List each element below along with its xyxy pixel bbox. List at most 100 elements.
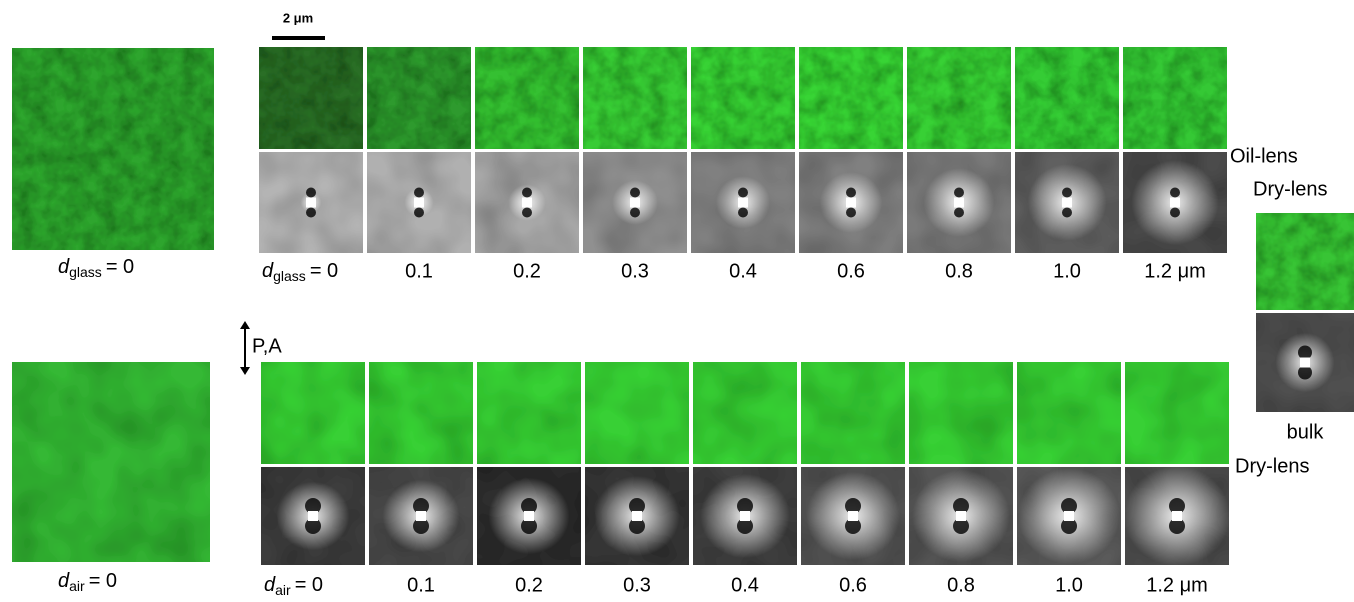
thickness-label: 0.8: [945, 260, 973, 282]
dark-spot: [1062, 188, 1072, 198]
suffix: = 0: [310, 260, 338, 282]
gray-image: [583, 152, 687, 253]
thickness-label: 0.3: [623, 574, 651, 596]
core: [1064, 511, 1074, 521]
dark-spot: [522, 188, 532, 198]
gray-image: [477, 467, 581, 565]
green-image: [477, 362, 581, 464]
scale-bar-label: 2 μm: [283, 10, 313, 25]
green-image: [907, 47, 1011, 149]
dark-spot: [846, 188, 856, 198]
thickness-label: dair= 0: [58, 570, 117, 593]
dark-spot: [954, 188, 964, 198]
dark-spot: [738, 188, 748, 198]
dark-spot: [306, 188, 316, 198]
core: [738, 198, 748, 208]
gray-image: [693, 467, 797, 565]
green-image: [1015, 47, 1119, 149]
suffix: = 0: [89, 570, 117, 592]
green-image: [259, 47, 363, 149]
dark-spot: [1062, 208, 1072, 218]
core: [632, 511, 642, 521]
core: [524, 511, 534, 521]
dark-spot: [1298, 346, 1312, 360]
green-image: [691, 47, 795, 149]
gray-image: [909, 467, 1013, 565]
thickness-label: 0.8: [947, 574, 975, 596]
thickness-label: 1.0: [1053, 260, 1081, 282]
subscript: air: [275, 582, 291, 598]
dark-spot: [630, 208, 640, 218]
thickness-label: 1.0: [1055, 574, 1083, 596]
dark-spot: [1170, 188, 1180, 198]
core: [308, 511, 318, 521]
green-image: [1017, 362, 1121, 464]
gray-image: [585, 467, 689, 565]
green-image: [1125, 362, 1229, 464]
green-image: [369, 362, 473, 464]
dark-spot: [1170, 208, 1180, 218]
gray-image: [1015, 152, 1119, 253]
core: [954, 198, 964, 208]
thickness-label: dglass= 0: [58, 256, 134, 279]
green-image: [583, 47, 687, 149]
dark-spot: [306, 208, 316, 218]
subscript: glass: [69, 264, 102, 280]
dark-spot: [1298, 366, 1312, 380]
dark-spot: [522, 208, 532, 218]
green-image: [12, 48, 214, 250]
gray-image: [369, 467, 473, 565]
gray-image: [907, 152, 1011, 253]
gray-image: [799, 152, 903, 253]
gray-image: [1017, 467, 1121, 565]
core: [630, 198, 640, 208]
gray-image: [475, 152, 579, 253]
thickness-label: 0.6: [837, 260, 865, 282]
gray-image: [1124, 466, 1230, 566]
row-label: Dry-lens: [1235, 455, 1309, 477]
figure: 2 μm P,A dglass= 0dair= 0dglass= 00.10.2…: [0, 0, 1354, 602]
thickness-label: 0.4: [731, 574, 759, 596]
dark-spot: [414, 188, 424, 198]
dark-spot: [954, 208, 964, 218]
thickness-label: 1.2 μm: [1144, 260, 1206, 282]
subscript: air: [69, 578, 85, 594]
thickness-label: 0.1: [405, 260, 433, 282]
dark-spot: [630, 188, 640, 198]
subscript: glass: [273, 268, 306, 284]
thickness-label: 0.1: [407, 574, 435, 596]
thickness-label: dair= 0: [264, 574, 323, 597]
thickness-label: 0.3: [621, 260, 649, 282]
green-image: [801, 362, 905, 464]
core: [1172, 511, 1182, 521]
gray-image: [1256, 313, 1354, 412]
gray-image: [1123, 152, 1227, 253]
gray-image: [801, 467, 905, 565]
gray-image: [261, 467, 365, 565]
thickness-label: 0.6: [839, 574, 867, 596]
dark-spot: [846, 208, 856, 218]
green-image: [585, 362, 689, 464]
green-image: [1123, 47, 1227, 149]
core: [306, 198, 316, 208]
core: [846, 198, 856, 208]
core: [1062, 198, 1072, 208]
gray-image: [367, 152, 471, 253]
polarizer-label: P,A: [252, 335, 282, 357]
suffix: = 0: [295, 574, 323, 596]
dark-spot: [738, 208, 748, 218]
thickness-label: 0.4: [729, 260, 757, 282]
green-image: [475, 47, 579, 149]
dark-spot: [414, 208, 424, 218]
gray-image: [691, 152, 795, 253]
green-image: [367, 47, 471, 149]
thickness-label: 0.2: [513, 260, 541, 282]
core: [414, 198, 424, 208]
green-image: [12, 362, 210, 562]
inset-caption: bulk: [1287, 421, 1325, 443]
thickness-label: 0.2: [515, 574, 543, 596]
gray-image: [259, 152, 363, 253]
green-image: [909, 362, 1013, 464]
core: [956, 511, 966, 521]
core: [1300, 358, 1310, 368]
